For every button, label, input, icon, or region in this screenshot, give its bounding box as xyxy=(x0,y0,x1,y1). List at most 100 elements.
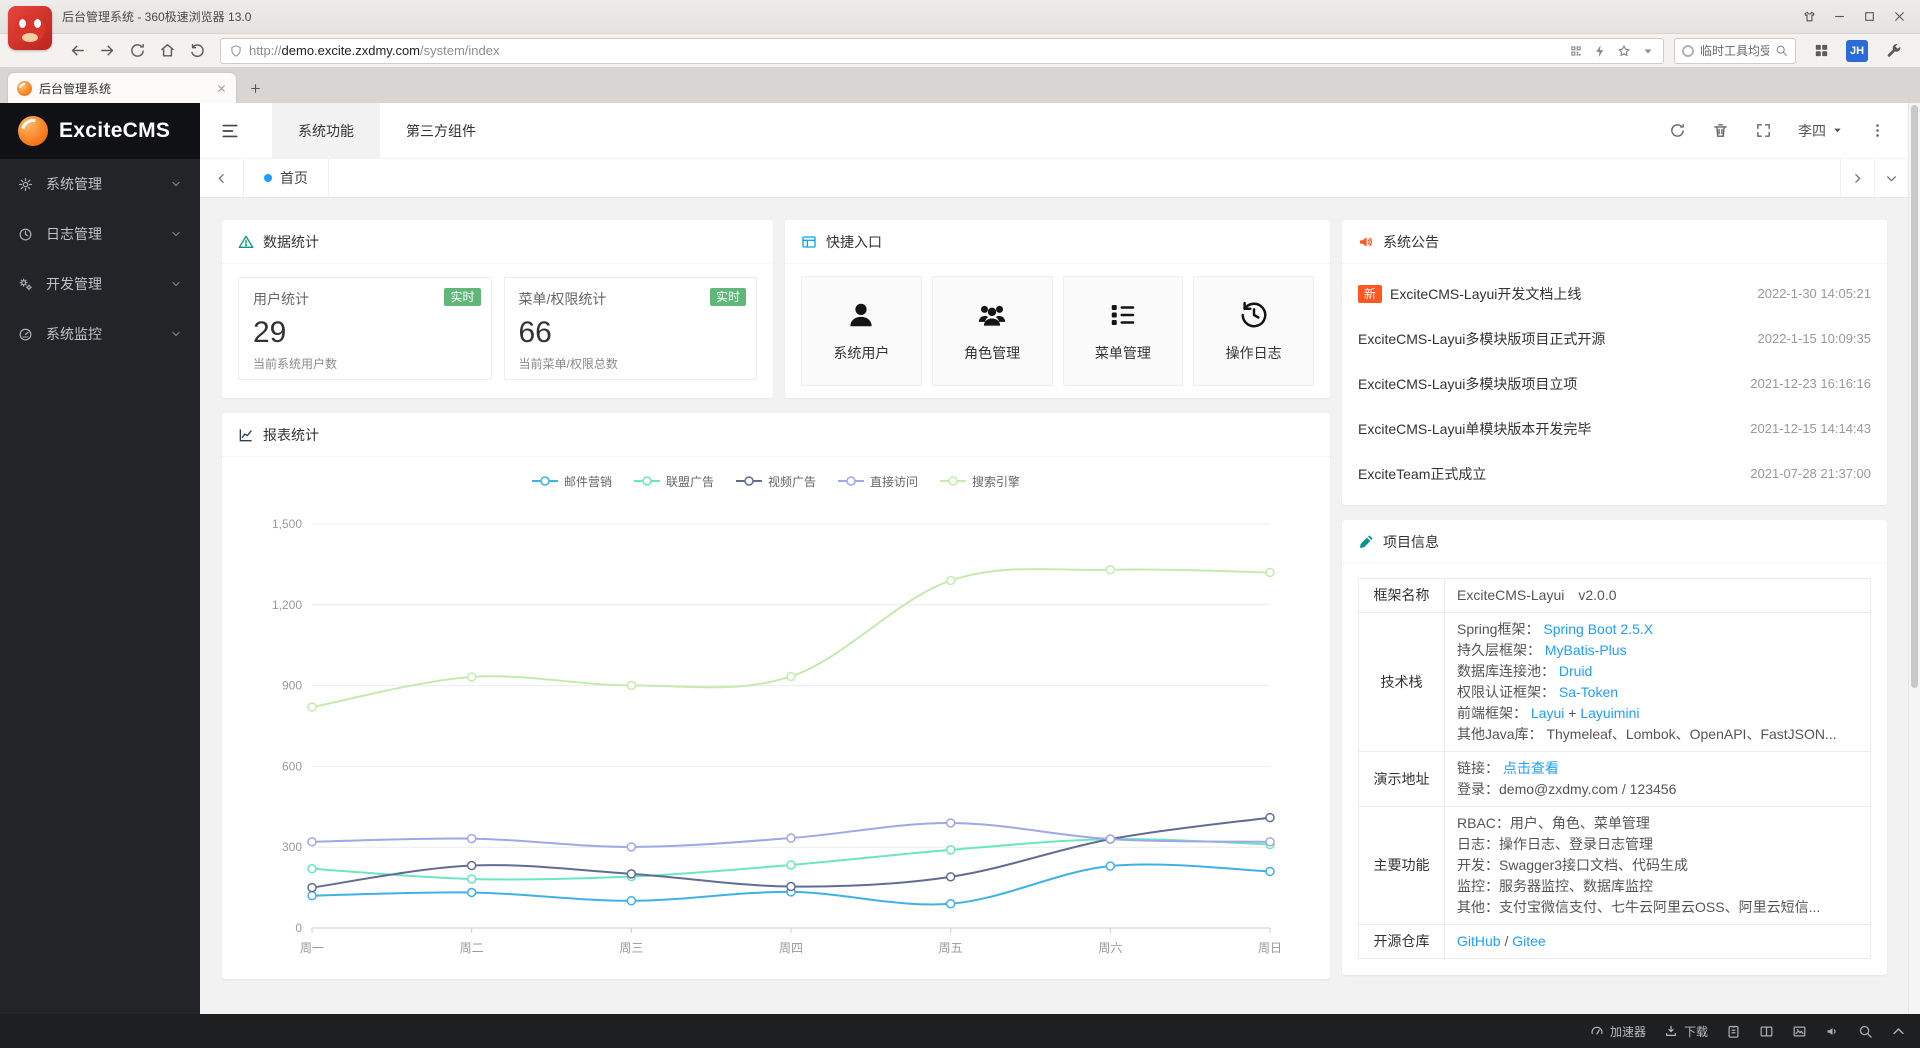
browser-app-icon[interactable] xyxy=(8,6,52,50)
tabs-scroll-left-icon[interactable] xyxy=(200,159,244,197)
sidebar-item-log[interactable]: 日志管理 xyxy=(0,209,200,259)
card-announcements: 系统公告 新 ExciteCMS-Layui开发文档上线 2022-1-30 14:… xyxy=(1342,220,1887,505)
chevron-down-icon xyxy=(170,328,182,340)
scrollbar-thumb[interactable] xyxy=(1911,105,1918,689)
refresh-icon[interactable] xyxy=(1669,122,1686,139)
quick-entry-menus[interactable]: 菜单管理 xyxy=(1062,276,1184,386)
sidebar-item-dev[interactable]: 开发管理 xyxy=(0,259,200,309)
wrench-icon[interactable] xyxy=(1878,37,1908,65)
quick-entry-users[interactable]: 系统用户 xyxy=(801,276,922,386)
legend-item-2[interactable]: 视频广告 xyxy=(735,473,816,490)
split-window-icon[interactable] xyxy=(1759,1024,1774,1039)
quick-entry-logs[interactable]: 操作日志 xyxy=(1193,276,1314,386)
announcement-item[interactable]: 新 ExciteCMS-Layui开发文档上线 2022-1-30 14:05:21 xyxy=(1358,271,1871,316)
image-icon[interactable] xyxy=(1792,1024,1807,1039)
user-menu[interactable]: 李四 xyxy=(1798,121,1843,141)
maximize-button[interactable] xyxy=(1854,5,1884,29)
download-button[interactable]: 下载 xyxy=(1664,1023,1708,1040)
project-line: ExciteCMS-Layui v2.0.0 xyxy=(1457,585,1858,606)
logo-icon xyxy=(16,114,50,148)
project-link[interactable]: Layuimini xyxy=(1580,705,1640,721)
card-title: 快捷入口 xyxy=(826,233,882,250)
shield-icon xyxy=(229,44,243,58)
user-name: 李四 xyxy=(1798,122,1826,139)
accelerator-button[interactable]: 加速器 xyxy=(1590,1023,1646,1040)
clipboard-icon[interactable] xyxy=(1726,1024,1741,1039)
lightning-icon[interactable] xyxy=(1593,44,1607,58)
quick-entry-roles[interactable]: 角色管理 xyxy=(931,276,1053,386)
project-link[interactable]: GitHub xyxy=(1457,933,1501,949)
project-link[interactable]: 点击查看 xyxy=(1502,760,1559,776)
header-nav-tabs: 系统功能 第三方组件 xyxy=(272,102,502,159)
svg-text:周三: 周三 xyxy=(619,941,643,955)
tabs-menu-icon[interactable] xyxy=(1874,159,1908,197)
project-link[interactable]: Spring Boot 2.5.X xyxy=(1543,621,1654,637)
app-header: 系统功能 第三方组件 李四 xyxy=(200,102,1908,159)
browser-avatar[interactable]: JH xyxy=(1846,39,1868,62)
reload-icon[interactable] xyxy=(122,37,152,65)
legend-item-0[interactable]: 邮件营销 xyxy=(531,473,612,490)
announcement-item[interactable]: ExciteCMS-Layui多模块版项目正式开源 2022-1-15 10:09… xyxy=(1358,316,1871,361)
project-line: 登录：demo@zxdmy.com / 123456 xyxy=(1457,779,1858,800)
pen-icon xyxy=(1358,534,1374,550)
skin-icon[interactable] xyxy=(1794,5,1824,29)
collapse-sidebar-icon[interactable] xyxy=(200,103,260,159)
tabs-scroll-right-icon[interactable] xyxy=(1840,159,1874,197)
card-title: 数据统计 xyxy=(263,233,319,250)
project-text: 登录：demo@zxdmy.com / 123456 xyxy=(1457,781,1677,797)
announcement-item[interactable]: ExciteTeam正式成立 2021-07-28 21:37:00 xyxy=(1358,451,1871,496)
header-tab-1[interactable]: 第三方组件 xyxy=(406,122,476,139)
legend-label: 联盟广告 xyxy=(665,474,714,489)
project-text: ExciteCMS-Layui v2.0.0 xyxy=(1457,587,1617,603)
toolbar-right: JH xyxy=(1806,37,1908,65)
minimize-button[interactable] xyxy=(1824,5,1854,29)
svg-text:周五: 周五 xyxy=(939,941,963,955)
close-button[interactable] xyxy=(1884,5,1914,29)
announcement-item[interactable]: ExciteCMS-Layui单模块版本开发完毕 2021-12-15 14:14… xyxy=(1358,406,1871,451)
legend-item-3[interactable]: 直接访问 xyxy=(838,473,918,490)
project-link[interactable]: Druid xyxy=(1558,663,1593,679)
project-table-wrap: 框架名称 ExciteCMS-Layui v2.0.0 技术栈 Spring框架： S… xyxy=(1342,564,1887,975)
tab-home[interactable]: 首页 xyxy=(244,159,329,197)
project-link[interactable]: Sa-Token xyxy=(1558,684,1619,700)
legend-item-4[interactable]: 搜索引擎 xyxy=(940,473,1020,490)
more-vertical-icon[interactable] xyxy=(1869,122,1886,139)
announcement-item[interactable]: ExciteCMS-Layui多模块版项目立项 2021-12-23 16:16:… xyxy=(1358,361,1871,406)
chevron-up-icon[interactable] xyxy=(1891,1024,1906,1039)
qr-icon[interactable] xyxy=(1569,44,1583,58)
trash-icon[interactable] xyxy=(1712,122,1729,139)
project-link[interactable]: Layui xyxy=(1530,705,1565,721)
search-icon[interactable] xyxy=(1775,44,1788,57)
search-input[interactable]: 临时工具均受 xyxy=(1674,37,1796,64)
quick-entry-label: 操作日志 xyxy=(1225,344,1282,361)
zoom-icon[interactable] xyxy=(1858,1024,1873,1039)
project-row-label: 主要功能 xyxy=(1358,806,1445,925)
star-icon[interactable] xyxy=(1617,44,1631,58)
browser-titlebar: 后台管理系统 - 360极速浏览器 13.0 xyxy=(0,0,1920,50)
project-text: 持久层框架： xyxy=(1457,642,1545,658)
tab-close-icon[interactable] xyxy=(216,83,227,94)
url-host: demo.excite.zxdmy.com xyxy=(281,43,420,58)
project-link[interactable]: Gitee xyxy=(1512,933,1546,949)
browser-tab[interactable]: 后台管理系统 xyxy=(8,73,236,103)
caret-down-icon[interactable] xyxy=(1641,44,1655,58)
volume-icon[interactable] xyxy=(1825,1024,1840,1039)
restore-tab-icon[interactable] xyxy=(182,37,212,65)
back-icon[interactable] xyxy=(62,37,92,65)
project-line: GitHub / Gitee xyxy=(1457,931,1858,952)
forward-icon[interactable] xyxy=(92,37,122,65)
sidebar-item-monitor[interactable]: 系统监控 xyxy=(0,309,200,359)
fullscreen-icon[interactable] xyxy=(1755,122,1772,139)
project-text: 其他：支付宝微信支付、七牛云阿里云OSS、阿里云短信... xyxy=(1457,899,1821,915)
header-tab-0[interactable]: 系统功能 xyxy=(272,102,380,159)
project-link[interactable]: MyBatis-Plus xyxy=(1544,642,1627,658)
logo[interactable]: ExciteCMS xyxy=(0,103,200,159)
scrollbar[interactable] xyxy=(1908,103,1920,1014)
sidebar-item-system[interactable]: 系统管理 xyxy=(0,159,200,209)
new-tab-button[interactable] xyxy=(242,76,268,100)
stat-value: 66 xyxy=(518,316,552,349)
apps-grid-icon[interactable] xyxy=(1806,37,1836,65)
home-icon[interactable] xyxy=(152,37,182,65)
address-bar[interactable]: http://demo.excite.zxdmy.com/system/inde… xyxy=(220,37,1664,64)
legend-item-1[interactable]: 联盟广告 xyxy=(633,473,714,490)
